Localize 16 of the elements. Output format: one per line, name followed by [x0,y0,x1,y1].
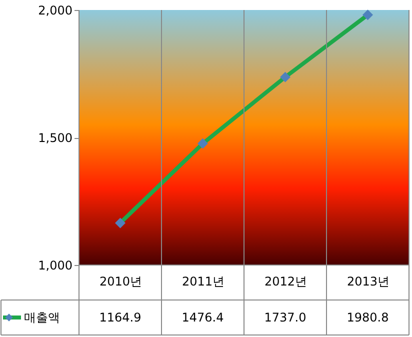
y-tick-label: 2,000 [38,4,72,18]
x-tick-label: 2012년 [264,274,308,288]
data-label: 1164.9 [99,310,142,324]
y-tick-label: 1,500 [38,131,72,145]
x-tick-label: 2010년 [99,274,142,288]
legend-label: 매출액 [24,310,60,324]
x-tick-label: 2011년 [182,274,225,288]
point [280,72,290,82]
point [362,10,373,20]
point [115,218,126,228]
data-label: 1980.8 [346,310,389,324]
point [198,138,208,149]
y-tick-label: 1,000 [38,258,72,272]
x-tick-label: 2013년 [346,274,390,288]
data-label: 1737.0 [264,310,306,324]
data-label: 1476.4 [182,310,224,324]
